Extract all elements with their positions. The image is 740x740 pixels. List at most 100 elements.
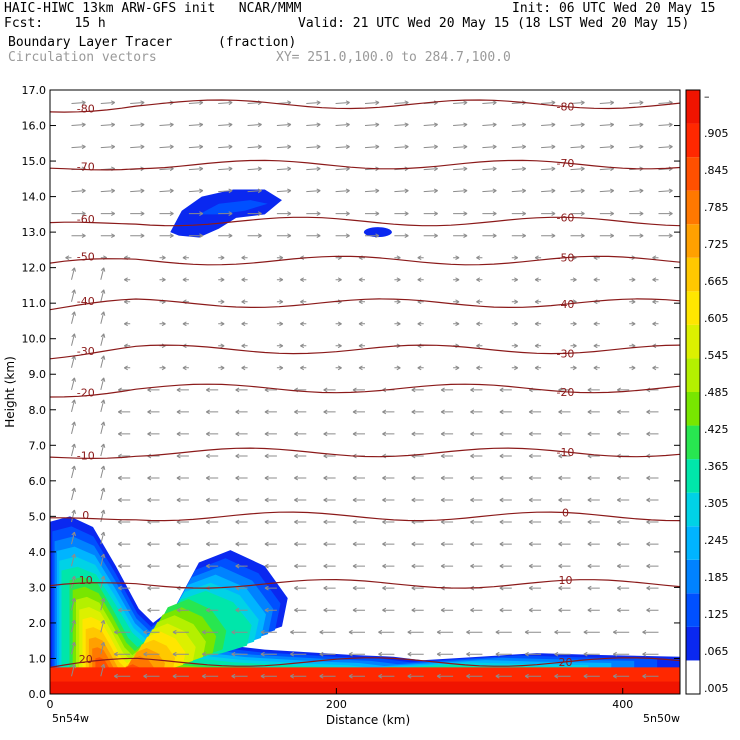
circulation-vector — [176, 431, 189, 437]
circulation-vector — [71, 311, 76, 324]
circulation-vector — [306, 188, 321, 194]
circulation-vector — [335, 100, 350, 106]
circulation-vector — [378, 651, 395, 657]
circulation-vector — [71, 509, 76, 523]
circulation-vector — [394, 122, 409, 128]
circulation-vector — [117, 519, 131, 525]
circulation-vector — [264, 453, 277, 459]
circulation-vector — [423, 188, 438, 194]
circulation-vector — [205, 607, 219, 613]
circulation-vector — [482, 211, 497, 217]
circulation-vector — [453, 277, 460, 283]
circulation-vector — [188, 166, 204, 172]
circulation-vector — [417, 255, 424, 261]
circulation-vector — [290, 651, 307, 657]
circulation-vector — [182, 255, 189, 261]
circulation-vector — [159, 255, 166, 261]
circulation-vector — [323, 519, 336, 525]
isotherm-label-right: 10 — [558, 574, 572, 587]
circulation-vector — [511, 343, 519, 349]
circulation-vector — [482, 166, 497, 172]
y-tick-label: 6.0 — [29, 475, 47, 488]
colorbar-swatch — [686, 324, 700, 359]
circulation-vector — [599, 122, 615, 128]
circulation-vector — [323, 387, 336, 393]
circulation-vector — [440, 497, 454, 503]
circulation-vector — [652, 365, 659, 371]
circulation-vector — [394, 299, 401, 305]
circulation-vector — [71, 465, 76, 479]
colorbar-swatch — [686, 257, 700, 292]
circulation-vector — [231, 629, 248, 635]
circulation-vector — [201, 629, 219, 635]
colorbar-label: .425 — [704, 423, 729, 436]
circulation-vector — [143, 629, 160, 635]
circulation-vector — [260, 629, 277, 635]
circulation-vector — [394, 277, 401, 283]
circulation-vector — [276, 255, 284, 261]
circulation-vector — [218, 255, 225, 261]
circulation-vector — [436, 651, 454, 657]
circulation-vector — [528, 475, 542, 481]
isotherm-label-left: -80 — [77, 102, 95, 115]
circulation-vector — [147, 387, 160, 393]
circulation-vector — [100, 211, 116, 217]
circulation-vector — [117, 607, 131, 613]
colorbar-swatch — [686, 291, 700, 325]
circulation-vector — [570, 233, 585, 239]
circulation-vector — [541, 122, 556, 128]
init-time: Init: 06 UTC Wed 20 May 15 — [512, 1, 716, 16]
plot-frame — [49, 89, 681, 695]
circulation-vector — [528, 431, 542, 437]
circulation-vector — [646, 541, 659, 547]
circulation-vector — [658, 211, 673, 217]
circulation-vector — [476, 299, 483, 305]
circulation-vector — [499, 563, 512, 569]
circulation-vector — [241, 299, 248, 305]
circulation-vector — [264, 541, 277, 547]
circulation-vector — [235, 541, 248, 547]
circulation-vector — [290, 629, 307, 635]
x-tick-label: 400 — [612, 698, 633, 711]
circulation-vector — [534, 277, 542, 283]
isotherm-label-left: -70 — [77, 160, 95, 173]
circulation-vector — [587, 519, 600, 525]
circulation-vector — [218, 299, 225, 305]
circulation-vector — [499, 409, 512, 415]
circulation-vector — [335, 343, 342, 349]
circulation-vector — [306, 100, 321, 106]
circulation-vector — [511, 144, 527, 150]
field-name: Boundary Layer Tracer — [8, 35, 173, 50]
circulation-vector — [100, 443, 106, 457]
circulation-vector — [646, 607, 659, 613]
circulation-vector — [558, 475, 571, 481]
colorbar-swatch — [686, 593, 700, 627]
colorbar-swatch — [686, 559, 700, 594]
circulation-vector — [117, 431, 131, 437]
colorbar-label: .905 — [704, 127, 729, 140]
y-axis-label: Height (km) — [3, 356, 17, 427]
circulation-vector — [358, 343, 365, 349]
circulation-vector — [260, 651, 277, 657]
circulation-vector — [466, 651, 483, 657]
circulation-vector — [470, 387, 483, 393]
circulation-vector — [646, 519, 659, 525]
circulation-vector — [583, 651, 600, 657]
isotherm-label-left: 20 — [79, 653, 93, 666]
circulation-vector — [629, 188, 644, 194]
circulation-vector — [352, 519, 365, 525]
circulation-vector — [612, 651, 630, 657]
colorbar-swatch — [686, 425, 700, 460]
circulation-vector — [218, 365, 225, 371]
circulation-vector — [348, 673, 365, 679]
circulation-vector — [235, 431, 248, 437]
circulation-vector — [411, 607, 424, 613]
circulation-vector — [319, 673, 336, 679]
circulation-vector — [117, 563, 131, 569]
circulation-vector — [570, 144, 585, 150]
circulation-vector — [407, 629, 424, 635]
circulation-vector — [466, 629, 483, 635]
x-right-endpoint: 5n50w — [643, 712, 680, 725]
circulation-vector — [499, 497, 512, 503]
circulation-vector — [499, 541, 512, 547]
